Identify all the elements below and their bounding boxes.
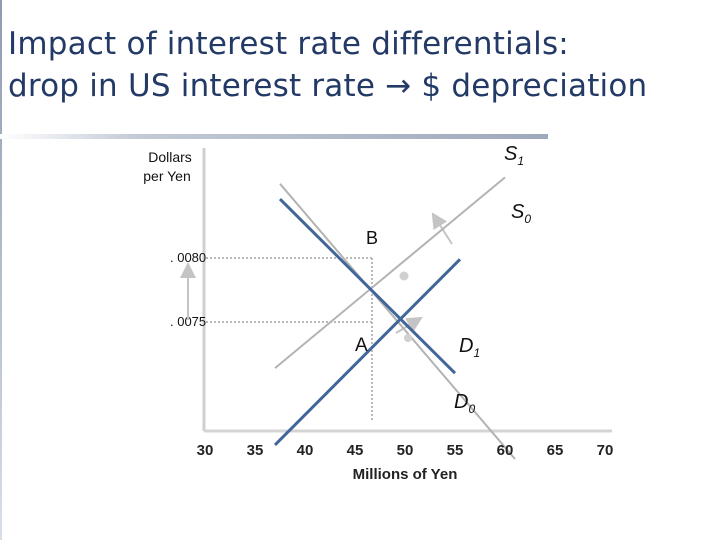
point-label-b: B	[366, 228, 378, 248]
y-tick-label-0080: . 0080	[170, 250, 206, 265]
x-tick-label: 40	[297, 442, 314, 459]
x-tick-label: 45	[347, 442, 364, 459]
x-tick-label: 70	[597, 442, 614, 459]
slide-title-line1: Impact of interest rate differentials:	[8, 26, 569, 62]
demand-shift-arrow	[395, 316, 423, 334]
x-tick-label: 50	[397, 442, 414, 459]
x-tick-label: 55	[447, 442, 464, 459]
y-axis-title-line2: per Yen	[143, 168, 191, 184]
x-tick-label: 30	[197, 442, 214, 459]
equilibrium-dot-lower	[404, 334, 412, 342]
label-d1: D1	[459, 335, 480, 360]
x-tick-label: 60	[497, 442, 514, 459]
supply-shift-arrow	[431, 212, 453, 245]
title-underline	[0, 134, 548, 139]
slide-title-line2: drop in US interest rate → $ depreciatio…	[8, 68, 648, 104]
demand-curve-3	[273, 258, 462, 446]
label-s1: S1	[504, 143, 524, 168]
point-label-a: A	[355, 335, 368, 356]
supply-curve-1	[274, 176, 506, 369]
x-tick-label: 35	[247, 442, 264, 459]
left-accent-bar	[0, 0, 2, 540]
equilibrium-dot-upper	[399, 271, 409, 281]
label-d0: D0	[454, 391, 475, 416]
x-tick-label: 65	[547, 442, 564, 459]
y-tick-label-0075: . 0075	[170, 314, 206, 329]
demand-curve-2	[278, 198, 457, 375]
label-s0: S0	[511, 201, 531, 226]
y-axis-title-line1: Dollars	[148, 149, 192, 165]
x-axis-title: Millions of Yen	[353, 466, 458, 483]
